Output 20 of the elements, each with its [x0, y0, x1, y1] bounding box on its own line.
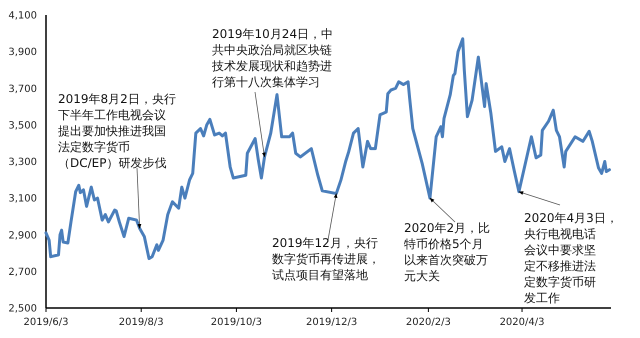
annotation: 2019年12月，央行数字货币再传进展，试点项目有望落地 — [272, 236, 380, 282]
x-tick-label: 2019/8/3 — [118, 317, 164, 328]
x-tick-label: 2019/10/3 — [210, 317, 262, 328]
y-tick-label: 3,100 — [8, 194, 37, 205]
x-tick-label: 2020/4/3 — [500, 317, 544, 328]
y-tick-label: 2,700 — [8, 266, 37, 278]
y-tick-label: 2,900 — [8, 230, 37, 242]
x-tick-label: 2019/6/3 — [24, 317, 68, 328]
y-tick-label: 3,900 — [8, 47, 37, 58]
y-tick-label: 3,500 — [8, 120, 37, 132]
annotation: 2019年10月24日，中共中央政治局就区块链技术发展现状和趋势进行第十八次集体学习 — [211, 27, 334, 89]
y-tick-label: 4,100 — [8, 10, 37, 22]
annotation: 2019年8月2日，央行下半年工作电视会议提出要加快推进我国法定数字货币（DC/EP）研发步伐 — [58, 92, 176, 170]
y-tick-label: 3,300 — [8, 157, 37, 168]
y-tick-label: 2,500 — [8, 304, 37, 314]
y-tick-label: 3,700 — [8, 84, 37, 95]
annotation: 2020年4月3日，央行电视电话会议中要求坚定不移推进法定数字货币研发工作 — [524, 211, 618, 305]
x-tick-label: 2020/2/3 — [406, 317, 451, 328]
x-tick-label: 2019/12/3 — [306, 317, 358, 328]
annotation: 2020年2月，比特币价格5个月以来首次突破万元大关 — [404, 221, 490, 283]
